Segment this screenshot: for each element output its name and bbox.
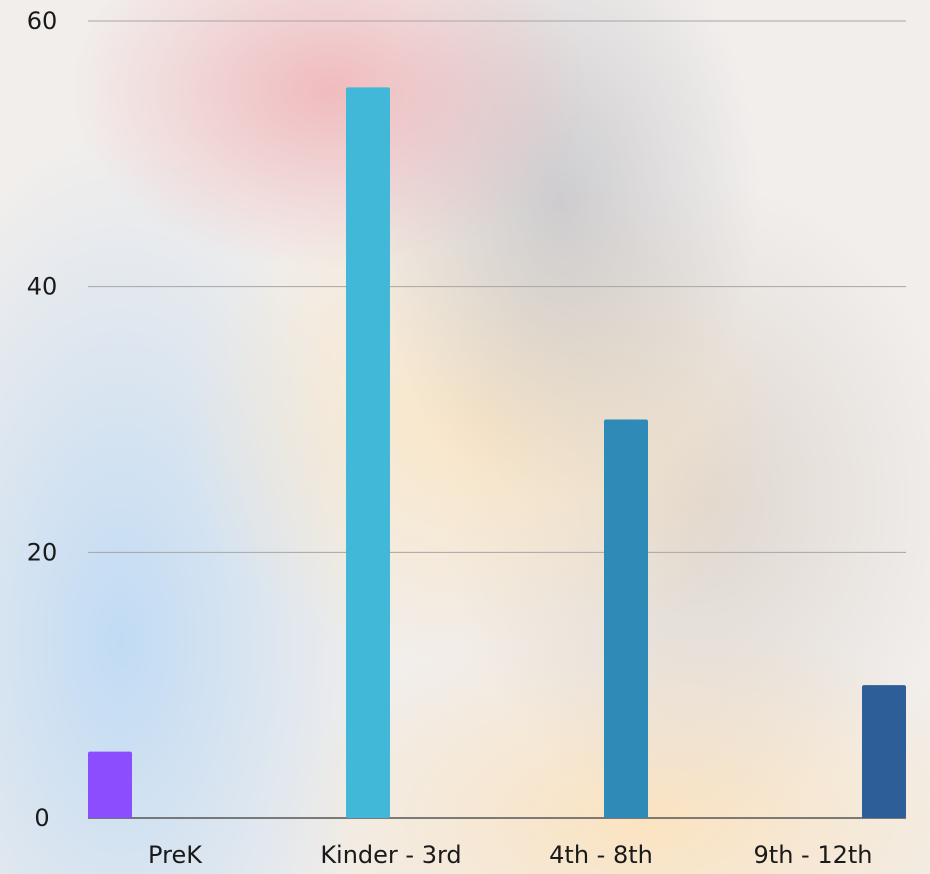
bar — [862, 685, 906, 818]
chart: 0 20 40 60 PreK Kinder - 3rd 4th - 8th 9th - 12… — [0, 0, 930, 874]
y-tick-label: 40 — [27, 273, 58, 301]
y-tick-label: 20 — [27, 538, 58, 566]
x-tick-label: 9th - 12th — [754, 841, 873, 869]
page: 0 20 40 60 PreK Kinder - 3rd 4th - 8th 9th - 12… — [0, 0, 930, 874]
bar — [346, 87, 390, 818]
y-tick-label: 0 — [34, 804, 49, 832]
y-tick-label: 60 — [27, 7, 58, 35]
x-tick-label: 4th - 8th — [549, 841, 653, 869]
bar — [604, 420, 648, 819]
x-tick-label: Kinder - 3rd — [320, 841, 461, 869]
bar — [88, 752, 132, 818]
x-tick-label: PreK — [148, 841, 203, 869]
